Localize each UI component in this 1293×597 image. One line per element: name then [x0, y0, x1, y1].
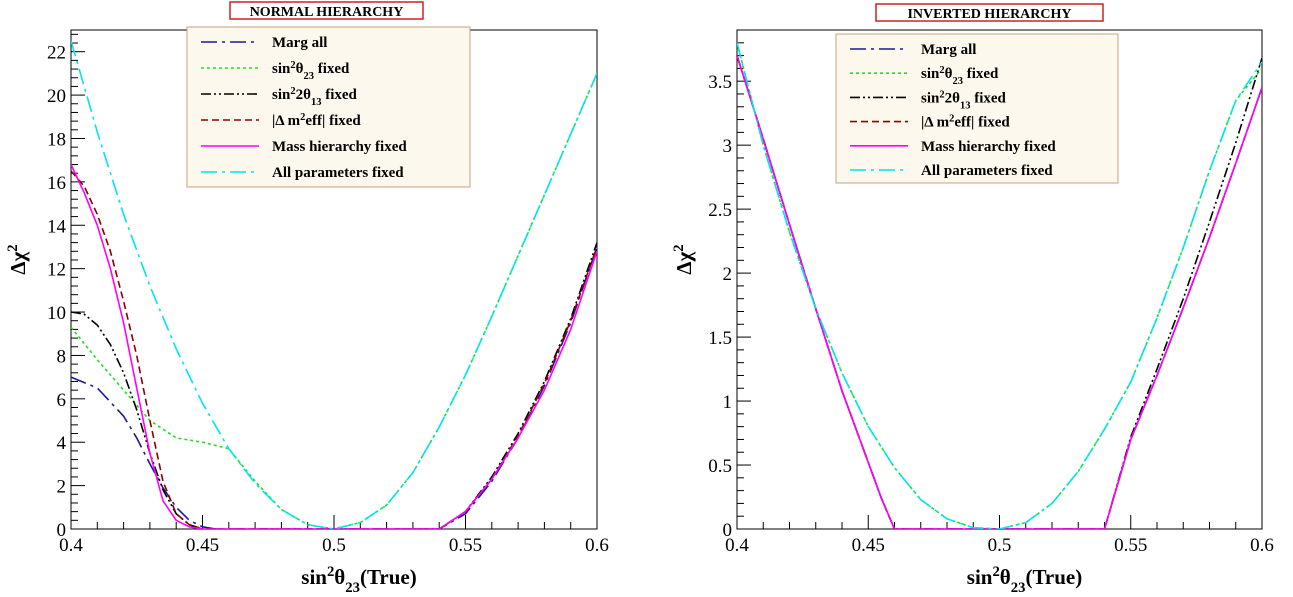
panel-title-box: [229, 1, 424, 20]
y-tick-label: 1.5: [708, 328, 732, 349]
legend-box: [186, 26, 471, 188]
x-tick-label: 0.6: [585, 535, 609, 556]
y-tick-label: 2: [723, 264, 733, 285]
y-tick-label: 20: [47, 86, 66, 107]
x-tick-label: 0.45: [852, 535, 885, 556]
series-line-5: [737, 42, 1262, 529]
x-tick-label: 0.5: [322, 535, 346, 556]
y-tick-label: 14: [47, 216, 67, 237]
panel-title: NORMAL HIERARCHY: [250, 5, 404, 20]
legend-entry-3: |Δ m2eff| fixed: [921, 113, 1010, 131]
legend-entry-2: sin22θ13 fixed: [921, 89, 1007, 111]
y-tick-label: 3: [723, 136, 733, 157]
series-line-4: [71, 164, 597, 529]
series-line-0: [71, 246, 597, 529]
series-line-3: [71, 170, 597, 529]
legend: Marg all sin2θ23 fixed sin22θ13 fixed |Δ m2…: [186, 26, 471, 188]
x-tick-label: 0.6: [1250, 535, 1274, 556]
y-axis-title: Δχ2: [5, 244, 30, 274]
panel-inverted-hierarchy: 0.4 0.45 0.5 0.55 0.6 0 0.5 1 1.5 2 2.5 3 3.5 sin2θ23…: [671, 3, 1274, 596]
y-tick-label: 3.5: [708, 72, 732, 93]
legend-entry-1: sin2θ23 fixed: [921, 65, 999, 87]
series-line-2: [71, 242, 597, 529]
x-tick-label: 0.55: [449, 535, 482, 556]
series-line-1: [71, 73, 597, 529]
panel-normal-hierarchy: 0.4 0.45 0.5 0.55 0.6 0 2 4 6 8 10 12 14 16 18 20 22 sin2…: [5, 1, 609, 596]
series-group: [737, 42, 1262, 529]
y-tick-label: 10: [47, 303, 66, 324]
series-group: [71, 40, 597, 529]
x-tick-label: 0.4: [59, 535, 83, 556]
legend-entry-3: |Δ m2eff| fixed: [272, 112, 361, 130]
legend-entry-1: sin2θ23 fixed: [272, 60, 350, 82]
x-axis-title: sin2θ23(True): [301, 564, 416, 596]
x-tick-label: 0.55: [1114, 535, 1147, 556]
series-line-4: [737, 55, 1262, 529]
y-axis-title: Δχ2: [671, 244, 696, 274]
legend-entry-4: Mass hierarchy fixed: [921, 139, 1056, 155]
y-tick-label: 2.5: [708, 200, 732, 221]
panel-title-box: [875, 3, 1104, 22]
legend-entry-0: Marg all: [272, 35, 327, 51]
y-tick-label: 0.5: [708, 456, 732, 477]
x-tick-label: 0.4: [725, 535, 749, 556]
y-tick-label: 2: [57, 477, 67, 498]
legend-entry-2: sin22θ13 fixed: [272, 86, 358, 108]
y-tick-label: 8: [57, 346, 67, 367]
y-tick-label: 12: [47, 260, 66, 281]
y-tick-label: 4: [57, 433, 67, 454]
legend-entry-0: Marg all: [921, 42, 976, 58]
y-tick-label: 22: [47, 43, 66, 64]
legend-entry-4: Mass hierarchy fixed: [272, 139, 407, 155]
x-tick-label: 0.5: [988, 535, 1012, 556]
x-axis-title: sin2θ23(True): [967, 564, 1082, 596]
legend-entry-5: All parameters fixed: [272, 165, 404, 181]
y-tick-label: 18: [47, 129, 66, 150]
x-tick-label: 0.45: [186, 535, 219, 556]
legend-entry-5: All parameters fixed: [921, 163, 1053, 179]
y-tick-label: 0: [57, 520, 67, 541]
y-tick-label: 6: [57, 390, 67, 411]
y-tick-label: 0: [723, 520, 733, 541]
panel-title: INVERTED HIERARCHY: [907, 7, 1071, 22]
legend-box: [835, 33, 1119, 184]
y-tick-label: 1: [723, 392, 733, 413]
y-tick-label: 16: [47, 173, 66, 194]
